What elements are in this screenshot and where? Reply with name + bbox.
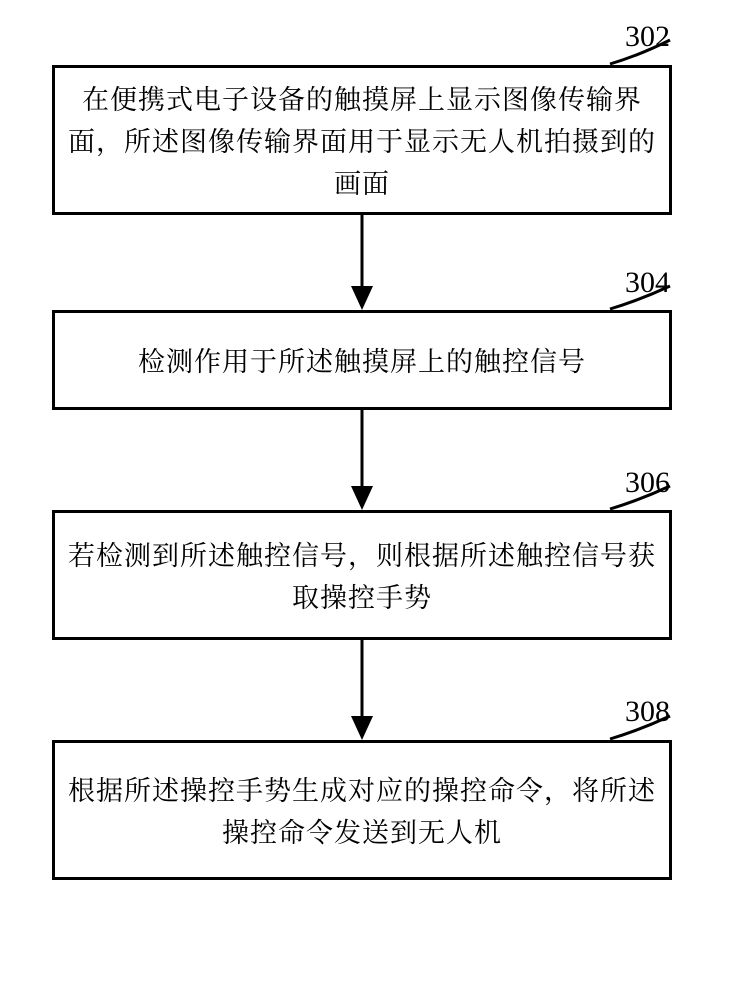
arrow-306-308 xyxy=(340,640,384,740)
step-text-304: 检测作用于所述触摸屏上的触控信号 xyxy=(130,339,594,381)
step-text-306: 若检测到所述触控信号，则根据所述触控信号获取操控手势 xyxy=(55,533,669,617)
flowchart-canvas: 在便携式电子设备的触摸屏上显示图像传输界面，所述图像传输界面用于显示无人机拍摄到… xyxy=(0,0,750,1000)
step-label-306: 306 xyxy=(625,466,670,500)
step-box-304: 检测作用于所述触摸屏上的触控信号 xyxy=(52,310,672,410)
arrow-302-304 xyxy=(340,215,384,310)
step-text-308: 根据所述操控手势生成对应的操控命令，将所述操控命令发送到无人机 xyxy=(55,768,669,852)
step-label-302: 302 xyxy=(625,20,670,54)
step-box-308: 根据所述操控手势生成对应的操控命令，将所述操控命令发送到无人机 xyxy=(52,740,672,880)
step-label-304: 304 xyxy=(625,266,670,300)
step-box-306: 若检测到所述触控信号，则根据所述触控信号获取操控手势 xyxy=(52,510,672,640)
step-label-308: 308 xyxy=(625,695,670,729)
step-box-302: 在便携式电子设备的触摸屏上显示图像传输界面，所述图像传输界面用于显示无人机拍摄到… xyxy=(52,65,672,215)
arrow-304-306 xyxy=(340,410,384,510)
step-text-302: 在便携式电子设备的触摸屏上显示图像传输界面，所述图像传输界面用于显示无人机拍摄到… xyxy=(55,77,669,203)
